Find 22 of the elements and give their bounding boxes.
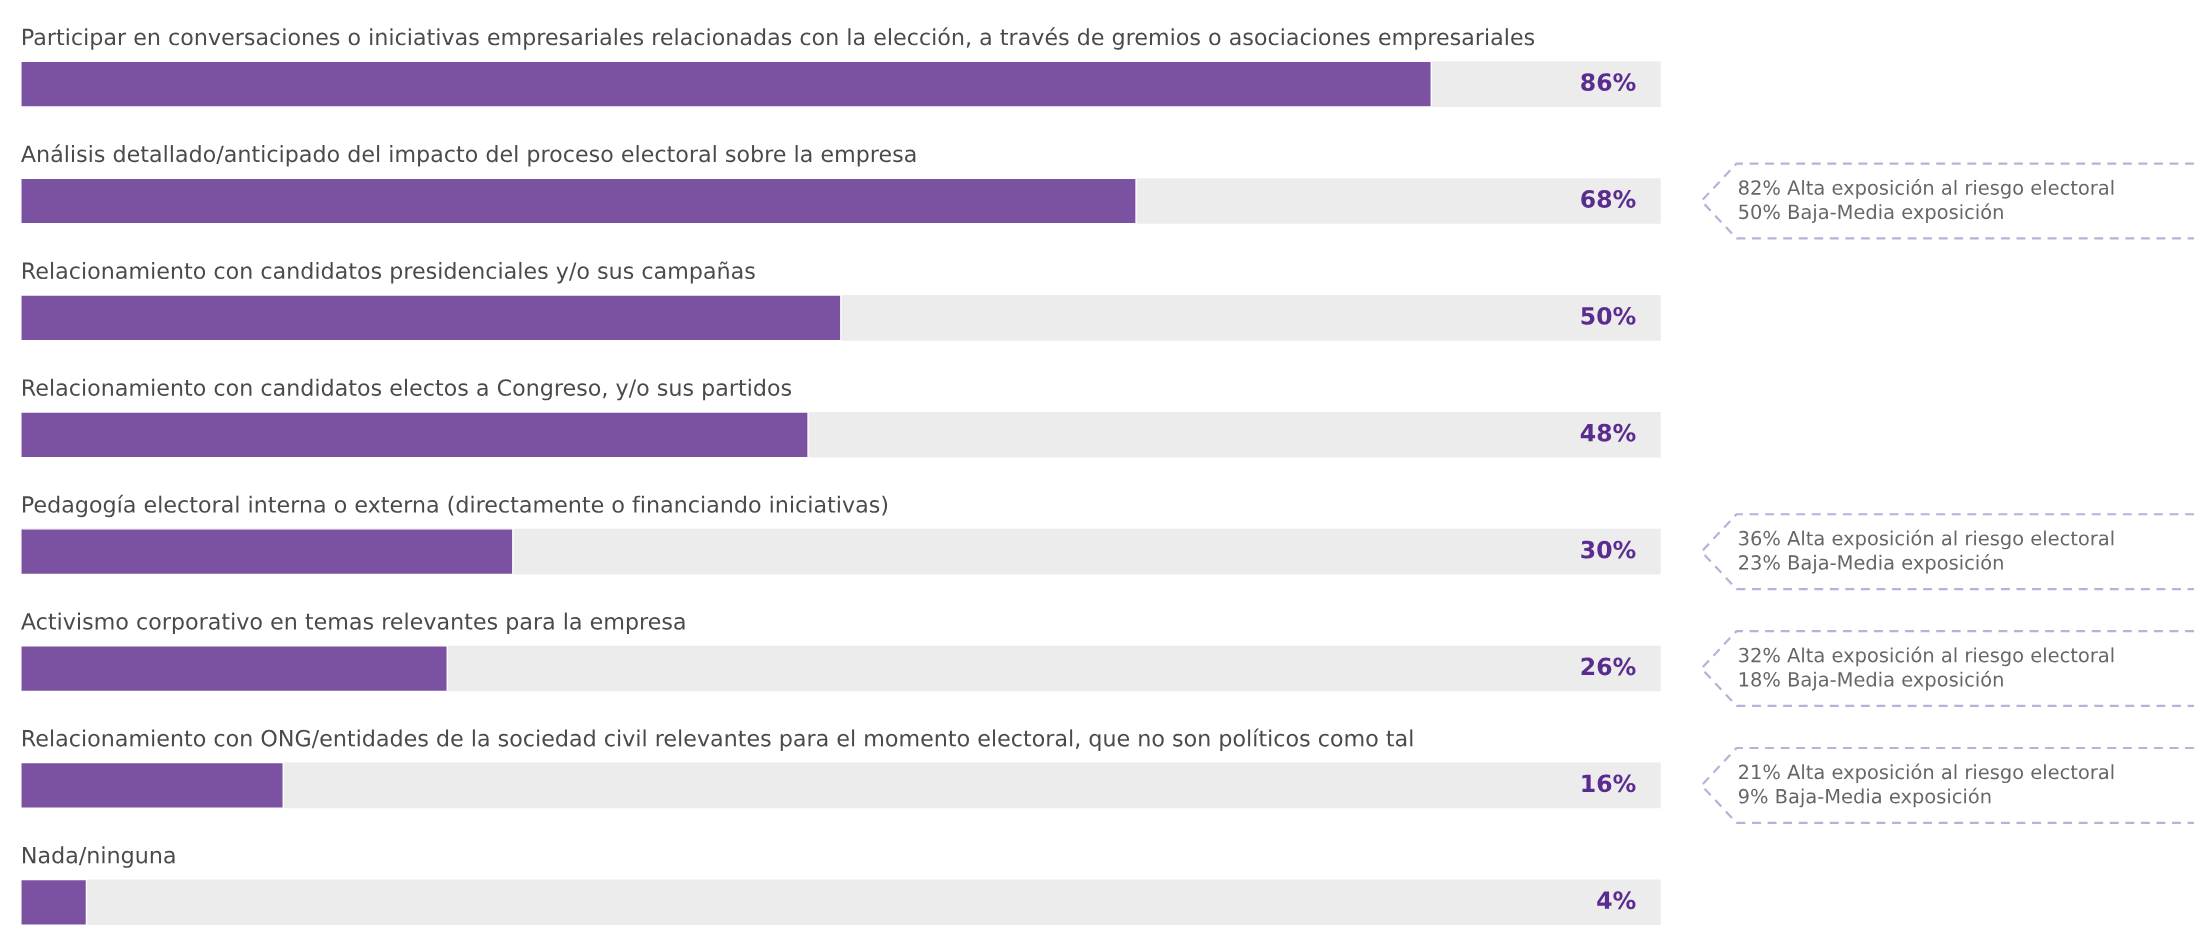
data-label: 16%: [1582, 774, 1636, 793]
y-tick-label: Análisis detallado/anticipado del impacto del proceso electoral sobre la empresa: [21, 144, 916, 167]
y-tick-label: Participar en conversaciones o iniciativas empresariales relacionadas con la elección, a través de gremios o asociaciones empresariales: [23, 27, 1535, 50]
y-tick-label: Relacionamiento con ONG/entidades de la sociedad civil relevantes para el momento electoral, que no son políticos como tal: [23, 728, 1413, 751]
text: 21% Alta exposición al riesgo electoral 9% Baja-Media exposición: [1738, 763, 2114, 808]
y-tick-label: Relacionamiento con candidatos presidenciales y/o sus campañas: [23, 261, 755, 284]
y-tick-label: Relacionamiento con candidatos electos a Congreso, y/o sus partidos: [23, 378, 792, 401]
y-tick-label: Activismo corporativo en temas relevantes para la empresa: [21, 612, 685, 635]
data-label: 68%: [1581, 190, 1636, 208]
data-label: 30%: [1581, 540, 1636, 559]
text: 82% Alta exposición al riesgo electoral 50% Baja-Media exposición: [1738, 179, 2114, 223]
bar: [20, 761, 284, 809]
data-label: 48%: [1580, 423, 1636, 442]
data-label: 50%: [1581, 306, 1636, 325]
y-tick-label: Pedagogía electoral interna o externa (directamente o financiando iniciativas): [23, 494, 888, 518]
y-tick-label: Nada/ninguna: [23, 846, 175, 868]
data-label: 86%: [1581, 73, 1636, 91]
text: 32% Alta exposición al riesgo electoral 18% Baja-Media exposición: [1739, 646, 2114, 691]
bar: [20, 878, 88, 926]
text: 36% Alta exposición al riesgo electoral 23% Baja-Media exposición: [1739, 529, 2114, 574]
data-label: 4%: [1597, 891, 1636, 910]
data-label: 26%: [1581, 657, 1636, 676]
